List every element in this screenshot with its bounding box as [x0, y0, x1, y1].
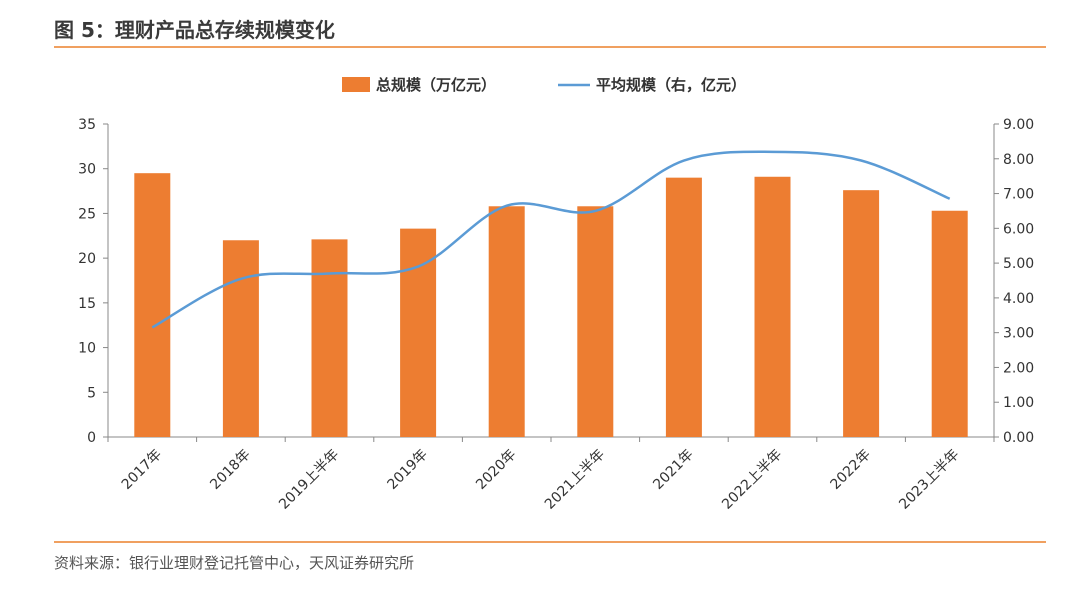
right-axis-tick-label: 1.00: [1003, 395, 1034, 411]
x-axis-tick-label: 2022上半年: [719, 447, 785, 513]
left-axis-tick-label: 5: [87, 385, 96, 401]
bar-total-scale: [400, 228, 437, 437]
right-axis-tick-label: 8.00: [1003, 152, 1034, 168]
bar-total-scale: [843, 190, 880, 437]
bar-total-scale: [134, 173, 171, 437]
x-axis-tick-label: 2020年: [473, 447, 519, 493]
left-axis-tick-label: 0: [87, 430, 96, 446]
right-axis-tick-label: 2.00: [1003, 360, 1034, 376]
right-axis-tick-label: 0.00: [1003, 430, 1034, 446]
right-axis-tick-label: 9.00: [1003, 117, 1034, 133]
left-axis-tick-label: 35: [78, 117, 96, 133]
top-divider: [54, 46, 1046, 48]
right-axis-tick-label: 4.00: [1003, 291, 1034, 307]
legend-bar-swatch: [342, 77, 370, 92]
left-axis-tick-label: 30: [78, 162, 96, 178]
right-axis-tick-label: 6.00: [1003, 221, 1034, 237]
chart: 0 5 10 15 20 25 30 35 0.00 1.00 2.00 3.00 4.00 5.00 6.…: [78, 76, 1034, 513]
x-axis-tick-label: 2018年: [207, 447, 253, 493]
source-note: 资料来源：银行业理财登记托管中心，天风证券研究所: [54, 554, 415, 572]
x-axis-tick-label: 2023上半年: [896, 447, 962, 513]
x-axis-tick-label: 2019上半年: [276, 447, 342, 513]
left-axis-tick-label: 20: [78, 251, 96, 267]
left-axis-tick-label: 15: [78, 296, 96, 312]
bottom-divider: [54, 541, 1046, 543]
x-axis-tick-label: 2022年: [828, 447, 874, 493]
bar-total-scale: [222, 240, 259, 437]
x-axis-tick-label: 2017年: [119, 447, 165, 493]
bar-total-scale: [311, 239, 348, 437]
x-axis-tick-label: 2021上半年: [542, 447, 608, 513]
bar-total-scale: [665, 177, 702, 437]
right-axis-tick-label: 3.00: [1003, 326, 1034, 342]
bar-total-scale: [754, 176, 791, 437]
right-axis-tick-label: 7.00: [1003, 187, 1034, 203]
bar-total-scale: [488, 206, 525, 437]
left-axis-tick-label: 10: [78, 341, 96, 357]
bar-total-scale: [577, 206, 614, 437]
line-average-scale: [151, 150, 951, 329]
legend-bar-label: 总规模（万亿元）: [376, 76, 496, 94]
x-axis-tick-label: 2021年: [650, 447, 696, 493]
bar-total-scale: [931, 210, 968, 437]
left-axis-tick-label: 25: [78, 206, 96, 222]
right-axis-tick-label: 5.00: [1003, 256, 1034, 272]
figure-title: 图 5：理财产品总存续规模变化: [54, 18, 335, 42]
legend-line-label: 平均规模（右，亿元）: [596, 76, 746, 94]
x-axis-tick-label: 2019年: [385, 447, 431, 493]
